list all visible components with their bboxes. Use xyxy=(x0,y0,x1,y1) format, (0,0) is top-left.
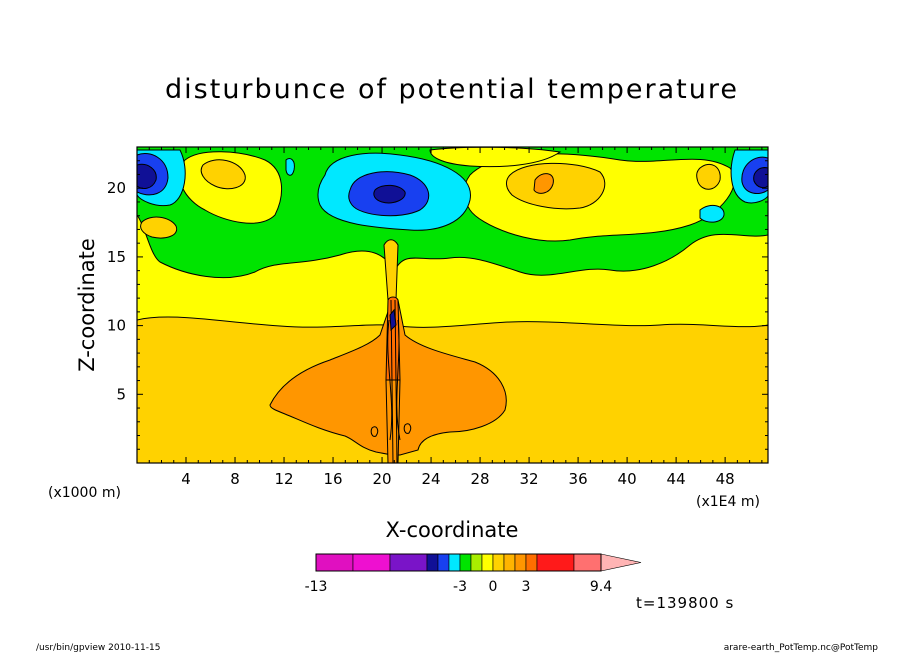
x-tick-label: 24 xyxy=(422,470,441,488)
colorbar-segment xyxy=(389,553,428,572)
x-axis-title: X-coordinate xyxy=(386,518,519,542)
x-axis-unit: (x1E4 m) xyxy=(696,494,760,510)
y-axis-title: Z-coordinate xyxy=(75,238,99,372)
x-tick-label: 20 xyxy=(373,470,392,488)
colorbar-label: 9.4 xyxy=(590,579,612,595)
x-tick-label: 32 xyxy=(520,470,539,488)
plume-core-line-4 xyxy=(396,319,401,441)
y-tick-label: 15 xyxy=(107,248,126,266)
colorbar-segment xyxy=(459,553,472,572)
small-contour-a xyxy=(370,426,379,437)
colorbar-segment xyxy=(315,553,354,572)
y-tick-label: 5 xyxy=(116,385,126,403)
colorbar-segment xyxy=(448,553,461,572)
footer-left: /usr/bin/gpview 2010-11-15 xyxy=(36,643,161,653)
x-tick-label: 4 xyxy=(181,470,191,488)
time-label: t=139800 s xyxy=(636,594,735,612)
x-tick-label: 12 xyxy=(274,470,293,488)
x-tick-label: 16 xyxy=(323,470,342,488)
warm-spot-right xyxy=(533,173,554,194)
x-tick-label: 48 xyxy=(716,470,735,488)
x-tick-label: 40 xyxy=(618,470,637,488)
x-axis-ticks: 4 8 12 16 20 24 28 32 36 40 44 48 xyxy=(148,147,763,488)
colorbar: -13 -3 0 3 9.4 xyxy=(305,553,642,595)
colorbar-segment xyxy=(492,553,505,572)
plume-dark-spot xyxy=(389,308,397,332)
colorbar-frame xyxy=(315,553,602,572)
small-contour-b xyxy=(403,423,412,434)
colorbar-segment xyxy=(352,553,391,572)
colorbar-segment xyxy=(536,553,575,572)
plume-core-line-3 xyxy=(387,319,393,441)
y-tick-label: 10 xyxy=(107,317,126,335)
plot-frame xyxy=(136,146,769,464)
plume-upper xyxy=(383,239,399,301)
colorbar-segment xyxy=(525,553,538,572)
chart-title: disturbunce of potential temperature xyxy=(165,74,739,105)
plume-middle xyxy=(385,296,401,381)
colorbar-label: 0 xyxy=(489,579,498,595)
colorbar-segment xyxy=(481,553,494,572)
colorbar-label: -13 xyxy=(305,579,328,595)
y-axis-unit: (x1000 m) xyxy=(48,485,121,501)
y-axis-ticks: 5 10 15 20 xyxy=(107,160,768,450)
x-tick-label: 28 xyxy=(471,470,490,488)
x-tick-label: 44 xyxy=(667,470,686,488)
colorbar-segment xyxy=(426,553,439,572)
dark-blue-core-center xyxy=(373,184,406,204)
orange-patch-far-right xyxy=(696,164,721,190)
plot-area xyxy=(137,147,768,463)
orange-patch-left xyxy=(200,159,246,190)
colorbar-segment xyxy=(470,553,483,572)
cyan-spot-right xyxy=(699,204,725,223)
colorbar-extension xyxy=(600,553,642,572)
colorbar-label: 3 xyxy=(522,579,531,595)
colorbar-segment xyxy=(437,553,450,572)
x-tick-label: 36 xyxy=(569,470,588,488)
cyan-spot-upper xyxy=(285,157,295,176)
orange-patch-left-low xyxy=(140,216,178,239)
dark-core-right xyxy=(753,167,768,189)
colorbar-segment xyxy=(503,553,516,572)
plume-core-line-2 xyxy=(394,299,398,463)
colorbar-label: -3 xyxy=(453,579,467,595)
footer-right: arare-earth_PotTemp.nc@PotTemp xyxy=(723,643,878,653)
y-tick-label: 20 xyxy=(107,179,126,197)
colorbar-segment xyxy=(573,553,602,572)
x-tick-label: 8 xyxy=(230,470,240,488)
orange-patch-right xyxy=(506,162,606,210)
colorbar-segment xyxy=(514,553,527,572)
